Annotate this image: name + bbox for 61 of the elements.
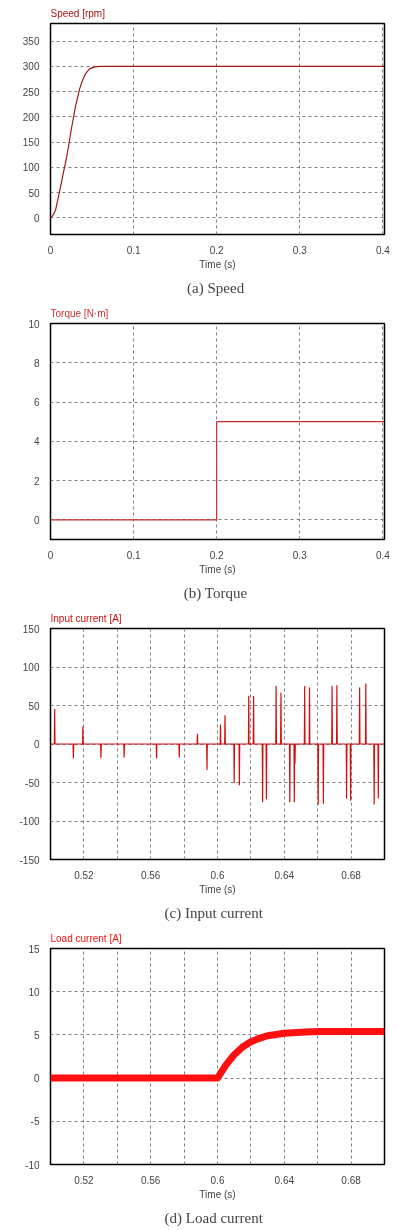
y-tick-label: 50 <box>28 700 40 712</box>
y-tick-label: 0 <box>33 212 40 224</box>
x-tick-label: 0.6 <box>210 869 225 881</box>
y-tick-label: -50 <box>25 777 40 789</box>
x-tick-label: 0.52 <box>74 869 95 881</box>
x-tick-label: 0.6 <box>210 1174 225 1186</box>
chart-title: Speed [rpm] <box>50 7 106 19</box>
y-tick-label: 50 <box>28 187 40 199</box>
x-tick-label: 0.56 <box>140 1174 161 1186</box>
y-tick-label: -150 <box>19 854 40 866</box>
y-tick-label: 150 <box>22 623 40 635</box>
x-tick-label: 0 <box>47 244 54 256</box>
y-tick-label: 200 <box>22 111 40 123</box>
y-tick-label: 250 <box>22 86 40 98</box>
x-axis-title: Time (s) <box>199 258 236 270</box>
x-tick-label: 0.56 <box>140 869 161 881</box>
x-tick-label: 0 <box>47 549 54 561</box>
chart-title: Load current [A] <box>50 932 122 944</box>
text: (c) Input current <box>164 904 264 922</box>
line-series <box>50 683 385 805</box>
text: (d) Load current <box>164 1209 264 1227</box>
y-tick-label: -10 <box>25 1159 40 1171</box>
y-tick-label: 300 <box>22 61 40 73</box>
x-tick-label: 0.3 <box>292 549 308 561</box>
x-tick-label: 0.4 <box>375 244 391 256</box>
y-tick-label: 6 <box>33 397 40 409</box>
x-tick-label: 0.1 <box>126 549 141 561</box>
chart-title: Torque [N·m] <box>50 307 109 319</box>
chart-title: Input current [A] <box>50 612 122 624</box>
y-tick-label: 100 <box>22 662 40 673</box>
y-tick-label: 150 <box>22 137 40 149</box>
x-tick-label: 0.2 <box>209 244 225 256</box>
y-tick-label: 2 <box>33 475 40 487</box>
text: (a) Speed <box>187 279 245 297</box>
x-tick-label: 0.68 <box>341 1174 362 1186</box>
y-tick-label: 5 <box>33 1029 40 1041</box>
x-tick-label: 0.1 <box>126 244 141 256</box>
y-tick-label: 350 <box>22 36 40 48</box>
x-axis-title: Time (s) <box>199 1188 236 1200</box>
x-axis-title: Time (s) <box>199 883 236 895</box>
x-axis-title: Time (s) <box>199 563 236 575</box>
line-series <box>50 65 385 219</box>
y-tick-label: -100 <box>19 816 40 827</box>
x-tick-label: 0.4 <box>375 549 391 561</box>
y-tick-label: 4 <box>33 436 40 448</box>
x-tick-label: 0.64 <box>274 869 295 881</box>
y-tick-label: 0 <box>33 514 40 526</box>
x-tick-label: 0.52 <box>74 1174 95 1186</box>
y-tick-label: 10 <box>28 318 40 330</box>
x-tick-label: 0.64 <box>274 1174 295 1186</box>
x-tick-label: 0.3 <box>292 244 308 256</box>
x-tick-label: 0.68 <box>341 869 362 881</box>
y-tick-label: 10 <box>28 986 40 998</box>
x-tick-label: 0.2 <box>209 549 225 561</box>
y-tick-label: 100 <box>22 162 40 174</box>
text: (b) Torque <box>183 584 248 602</box>
y-tick-label: 15 <box>28 943 40 955</box>
y-tick-label: 0 <box>33 1073 40 1085</box>
y-tick-label: 8 <box>33 357 40 369</box>
y-tick-label: -5 <box>30 1116 40 1128</box>
y-tick-label: 0 <box>33 739 40 750</box>
